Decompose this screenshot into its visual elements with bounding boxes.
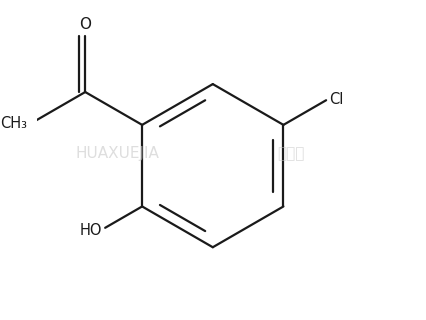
Text: 化学加: 化学加 [277,146,305,161]
Text: HUAXUEJIA: HUAXUEJIA [75,146,159,161]
Text: O: O [79,17,91,32]
Text: HO: HO [79,223,102,237]
Text: CH₃: CH₃ [0,116,27,131]
Text: Cl: Cl [330,92,344,107]
